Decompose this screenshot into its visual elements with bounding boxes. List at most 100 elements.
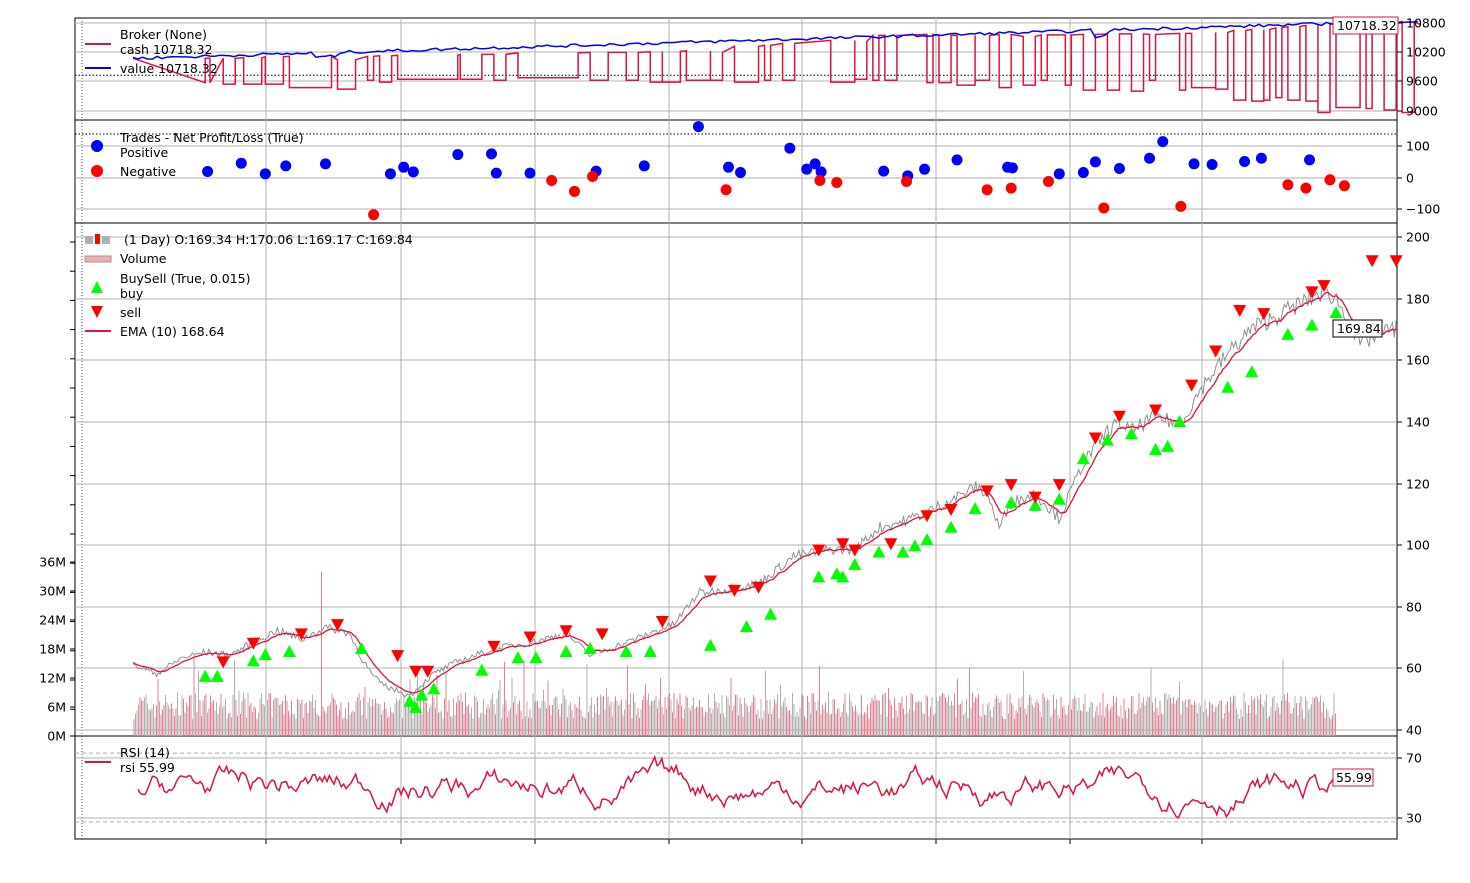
positive-trade-6: [398, 161, 410, 173]
buy-marker-10: [475, 663, 489, 676]
buy-marker-43: [1329, 306, 1343, 319]
positive-trade-19: [809, 158, 821, 170]
buy-legend-marker: [91, 281, 103, 293]
broker-last-value: 10718.32: [1337, 18, 1397, 33]
buy-marker-18: [740, 620, 754, 633]
sell-marker-17: [848, 544, 862, 557]
sell-marker-25: [1088, 432, 1102, 445]
positive-trade-10: [490, 167, 502, 179]
sell-marker-5: [409, 665, 423, 678]
price-ytick-label-6: 80: [1406, 600, 1422, 615]
sell-legend-marker: [91, 306, 103, 318]
panel-frames: [74, 17, 1398, 840]
buy-marker-3: [258, 648, 272, 661]
positive-trade-17: [784, 142, 796, 154]
ohlc-legend-icon-c: [102, 236, 110, 244]
negative-trade-14: [1300, 182, 1312, 194]
price-last-value-box: [1332, 319, 1383, 338]
buy-marker-4: [282, 645, 296, 658]
positive-trade-33: [1188, 158, 1200, 170]
volume-legend-icon: [84, 255, 112, 263]
sell-marker-24: [1052, 479, 1066, 492]
sell-marker-21: [980, 485, 994, 498]
sell-marker-14: [752, 581, 766, 594]
broker-ytick-label-3: 9000: [1406, 104, 1438, 119]
buy-marker-0: [198, 669, 212, 682]
price-legend: (1 Day) O:169.34 H:170.06 L:169.17 C:169…: [84, 232, 413, 339]
sell-marker-26: [1112, 410, 1126, 423]
positive-trade-15: [722, 161, 734, 173]
buy-marker-42: [1305, 318, 1319, 331]
trades-ytick-label-0: 100: [1406, 139, 1430, 154]
positive-trade-8: [452, 149, 464, 161]
cash-legend-label: cash 10718.32: [120, 42, 213, 57]
sell-marker-15: [812, 544, 826, 557]
positive-legend-label: Positive: [120, 145, 168, 160]
ema-legend-label: EMA (10) 168.64: [120, 324, 225, 339]
buy-marker-26: [908, 539, 922, 552]
price-ytick-label-4: 120: [1406, 477, 1430, 492]
sell-legend-label: sell: [120, 305, 141, 320]
negative-trade-11: [1098, 202, 1110, 214]
sell-marker-31: [1257, 308, 1271, 321]
sell-marker-9: [559, 625, 573, 638]
negative-trade-5: [814, 174, 826, 186]
buy-marker-32: [1052, 492, 1066, 505]
positive-trade-5: [384, 168, 396, 180]
negative-trade-12: [1175, 200, 1187, 212]
rsi-legend: RSI (14) rsi 55.99: [85, 745, 175, 775]
rsi-last-value: 55.99: [1336, 770, 1372, 785]
positive-trade-34: [1206, 159, 1218, 171]
buy-marker-5: [355, 641, 369, 654]
buy-marker-1: [210, 669, 224, 682]
price-ytick-label-1: 180: [1406, 292, 1430, 307]
sell-marker-8: [523, 631, 537, 644]
sell-marker-16: [836, 538, 850, 551]
sell-marker-20: [944, 504, 958, 517]
buy-marker-23: [848, 558, 862, 570]
negative-trade-3: [587, 170, 599, 182]
positive-trade-11: [524, 167, 536, 179]
ohlc-bars: [132, 282, 1397, 697]
negative-trade-15: [1324, 174, 1336, 186]
sell-marker-30: [1233, 305, 1247, 318]
ohlc-legend-icon-a: [85, 236, 93, 244]
volume-tick-label-0: 36M: [39, 555, 66, 570]
volume-tick-label-2: 24M: [39, 613, 66, 628]
sell-marker-34: [1365, 255, 1379, 268]
price-ytick-label-8: 40: [1406, 723, 1422, 738]
price-ytick-label-3: 140: [1406, 415, 1430, 430]
rsi-ytick-label-0: 70: [1406, 751, 1422, 766]
sell-marker-23: [1028, 491, 1042, 504]
broker-ytick-label-0: 10800: [1406, 16, 1446, 31]
sell-marker-11: [655, 615, 669, 628]
sell-marker-27: [1149, 404, 1163, 417]
sell-marker-6: [421, 665, 435, 678]
positive-trade-2: [259, 168, 271, 180]
sell-marker-2: [294, 628, 308, 641]
buy-marker-27: [920, 533, 934, 546]
positive-trade-14: [692, 121, 704, 133]
rsi-last-value-box: [1332, 768, 1374, 787]
buysell-markers: [198, 255, 1403, 714]
buy-marker-34: [1100, 433, 1114, 446]
buy-marker-2: [246, 654, 260, 667]
positive-trade-30: [1113, 163, 1125, 175]
negative-trade-0: [368, 209, 380, 221]
negative-trade-16: [1338, 180, 1350, 192]
positive-trade-27: [1053, 168, 1065, 180]
buy-marker-8: [415, 688, 429, 701]
buy-marker-35: [1124, 427, 1138, 440]
broker-last-value-box: [1332, 16, 1399, 35]
buy-marker-38: [1173, 414, 1187, 427]
buy-marker-33: [1076, 452, 1090, 465]
buy-marker-7: [409, 701, 423, 714]
sell-marker-4: [391, 650, 405, 663]
broker-legend: Broker (None) cash 10718.32 value 10718.…: [85, 27, 218, 76]
ohlc-legend-icon-b: [95, 234, 100, 244]
volume-bars: [133, 571, 1336, 736]
buy-marker-11: [511, 651, 525, 664]
sell-marker-29: [1209, 345, 1223, 358]
positive-trade-35: [1239, 156, 1251, 168]
rsi-legend-label: rsi 55.99: [120, 760, 175, 775]
